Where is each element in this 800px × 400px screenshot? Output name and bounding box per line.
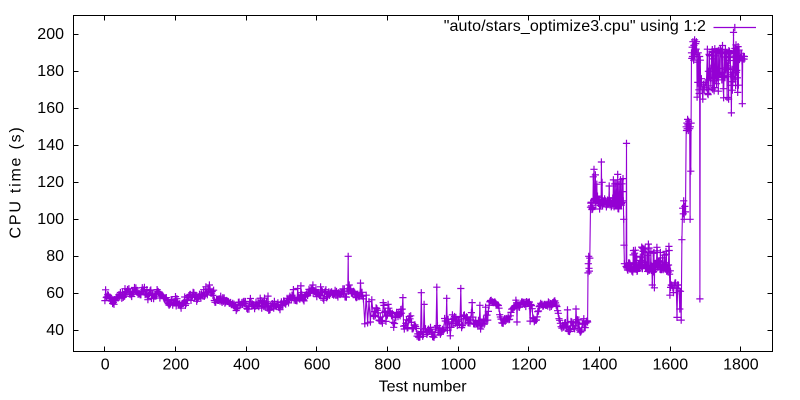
svg-text:1400: 1400 [582, 357, 618, 374]
svg-text:Test number: Test number [379, 379, 468, 396]
svg-text:140: 140 [37, 137, 64, 154]
svg-text:"auto/stars_optimize3.cpu" usi: "auto/stars_optimize3.cpu" using 1:2 [444, 18, 706, 35]
svg-text:160: 160 [37, 100, 64, 117]
svg-text:180: 180 [37, 63, 64, 80]
svg-text:60: 60 [46, 285, 64, 302]
svg-text:600: 600 [304, 357, 331, 374]
svg-text:1000: 1000 [441, 357, 477, 374]
svg-text:200: 200 [162, 357, 189, 374]
svg-text:100: 100 [37, 211, 64, 228]
svg-text:CPU time (s): CPU time (s) [8, 126, 25, 239]
svg-text:40: 40 [46, 322, 64, 339]
svg-text:1800: 1800 [723, 357, 759, 374]
svg-text:80: 80 [46, 248, 64, 265]
svg-text:200: 200 [37, 26, 64, 43]
svg-text:1600: 1600 [653, 357, 689, 374]
svg-text:120: 120 [37, 174, 64, 191]
svg-text:1200: 1200 [511, 357, 547, 374]
svg-text:800: 800 [374, 357, 401, 374]
svg-text:0: 0 [101, 357, 110, 374]
svg-text:400: 400 [233, 357, 260, 374]
